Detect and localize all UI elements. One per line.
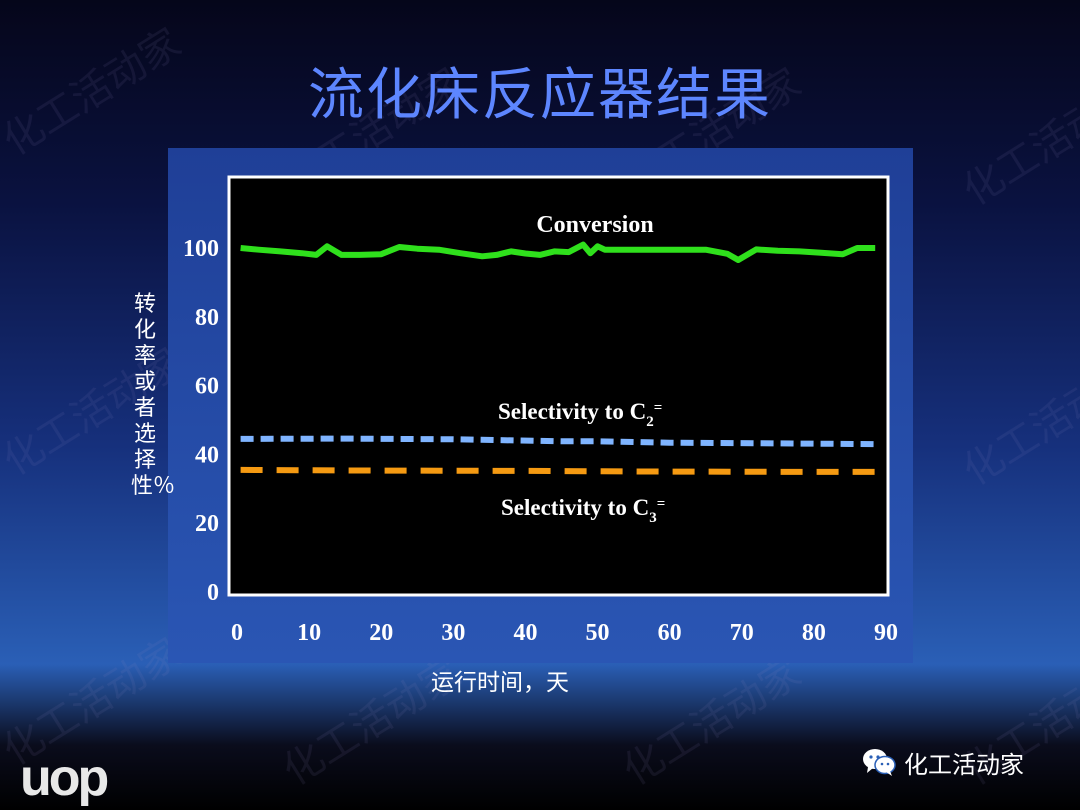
y-axis: 0 20 40 60 80 100 [183,236,219,606]
wechat-icon [863,749,896,776]
x-axis-label: 运行时间，天 [431,670,569,696]
y-tick-label: 0 [207,580,219,606]
x-tick-label: 10 [297,620,321,646]
annotation-c2-superscript: = [654,400,663,416]
x-tick-label: 40 [513,620,537,646]
series-group [240,241,876,475]
y-tick-label: 80 [195,305,219,331]
x-tick-label: 50 [586,620,610,646]
y-tick-label: 100 [183,236,219,262]
series-line-selectivity-c3 [240,466,876,475]
brand-name: 化工活动家 [904,750,1024,779]
x-tick-label: 90 [874,620,898,646]
annotation-c3-subscript: 3 [649,510,657,526]
y-tick-label: 20 [195,511,219,537]
annotation-selectivity-c2: Selectivity to C2= [498,399,662,430]
x-tick-label: 70 [730,620,754,646]
annotation-c2-subscript: 2 [646,414,654,430]
brand-badge: 化工活动家 [862,744,1024,780]
y-tick-label: 40 [195,442,219,468]
x-tick-label: 30 [441,620,465,646]
annotation-c3-prefix: Selectivity to C [501,495,649,520]
y-tick-label: 60 [195,374,219,400]
x-tick-label: 60 [658,620,682,646]
y-axis-label: 转化率或者选择性％ [131,292,176,499]
annotation-conversion: Conversion [536,212,653,238]
x-tick-label: 0 [231,620,243,646]
annotation-c2-prefix: Selectivity to C [498,399,646,424]
annotation-c3-superscript: = [657,496,666,512]
x-axis: 0 10 20 30 40 50 60 70 80 90 [231,620,898,646]
annotation-selectivity-c3: Selectivity to C3= [501,495,665,526]
series-line-conversion [240,241,876,263]
uop-logo: uop [20,749,109,807]
series-line-selectivity-c2 [240,435,876,448]
plot-area [227,175,890,597]
x-tick-label: 80 [802,620,826,646]
x-tick-label: 20 [369,620,393,646]
slide-title: 流化床反应器结果 [308,63,772,128]
